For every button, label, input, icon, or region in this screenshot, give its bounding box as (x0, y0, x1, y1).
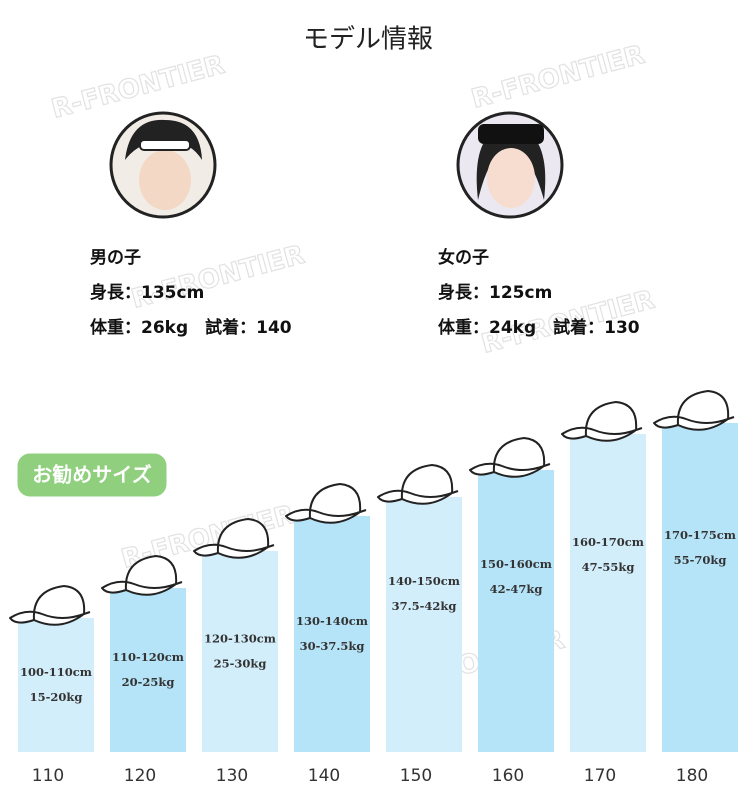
size-height: 160-170cm (572, 535, 644, 549)
size-height: 100-110cm (20, 665, 92, 679)
bar (18, 618, 94, 752)
size-label: 140 (308, 766, 340, 786)
cap (469, 437, 551, 478)
cap (285, 483, 367, 524)
size-weight: 55-70kg (674, 553, 727, 567)
bar (570, 434, 646, 752)
cap (193, 518, 275, 559)
watermark: R-FRONTIER (128, 240, 307, 315)
size-weight: 25-30kg (214, 657, 267, 671)
badge-text: お勧めサイズ (32, 463, 151, 487)
size-height: 120-130cm (204, 632, 276, 646)
bar (202, 551, 278, 752)
size-label: 120 (124, 766, 156, 786)
bar (386, 497, 462, 752)
size-label: 150 (400, 766, 432, 786)
size-weight: 47-55kg (582, 560, 635, 574)
size-weight: 42-47kg (490, 582, 543, 596)
badge: お勧めサイズ (14, 450, 170, 500)
cap (9, 585, 91, 626)
size-height: 140-150cm (388, 574, 460, 588)
size-height: 110-120cm (112, 650, 184, 664)
girl-height: 身長：125cm (438, 282, 552, 303)
cap (377, 464, 459, 505)
size-height: 150-160cm (480, 557, 552, 571)
size-label: 110 (32, 766, 64, 786)
size-weight: 30-37.5kg (300, 639, 365, 653)
bar (478, 470, 554, 752)
cap (561, 401, 643, 442)
girl-weight: 体重：24kg 試着：130 (438, 317, 640, 338)
cap (653, 390, 735, 431)
avatar-girl (456, 111, 564, 219)
size-label: 130 (216, 766, 248, 786)
cap (101, 555, 183, 596)
bar (294, 516, 370, 752)
size-weight: 37.5-42kg (392, 599, 457, 613)
size-weight: 20-25kg (122, 675, 175, 689)
boy-label: 男の子 (90, 248, 141, 268)
size-label: 170 (584, 766, 616, 786)
size-label: 180 (676, 766, 708, 786)
size-height: 130-140cm (296, 614, 368, 628)
title: モデル情報 (303, 25, 433, 55)
boy-weight: 体重：26kg 試着：140 (90, 317, 292, 338)
watermark: R-FRONTIER (48, 50, 227, 125)
bar (662, 423, 738, 752)
girl-label: 女の子 (438, 247, 489, 268)
size-chart: 100-110cm 15-20kg 110 110-120cm 20-25kg 120 12… (9, 390, 738, 786)
bar (110, 588, 186, 752)
size-label: 160 (492, 766, 524, 786)
watermark: R-FRONTIER (468, 40, 647, 115)
size-height: 170-175cm (664, 528, 736, 542)
size-weight: 15-20kg (30, 690, 83, 704)
avatar-boy (109, 111, 217, 219)
boy-height: 身長：135cm (90, 282, 204, 303)
